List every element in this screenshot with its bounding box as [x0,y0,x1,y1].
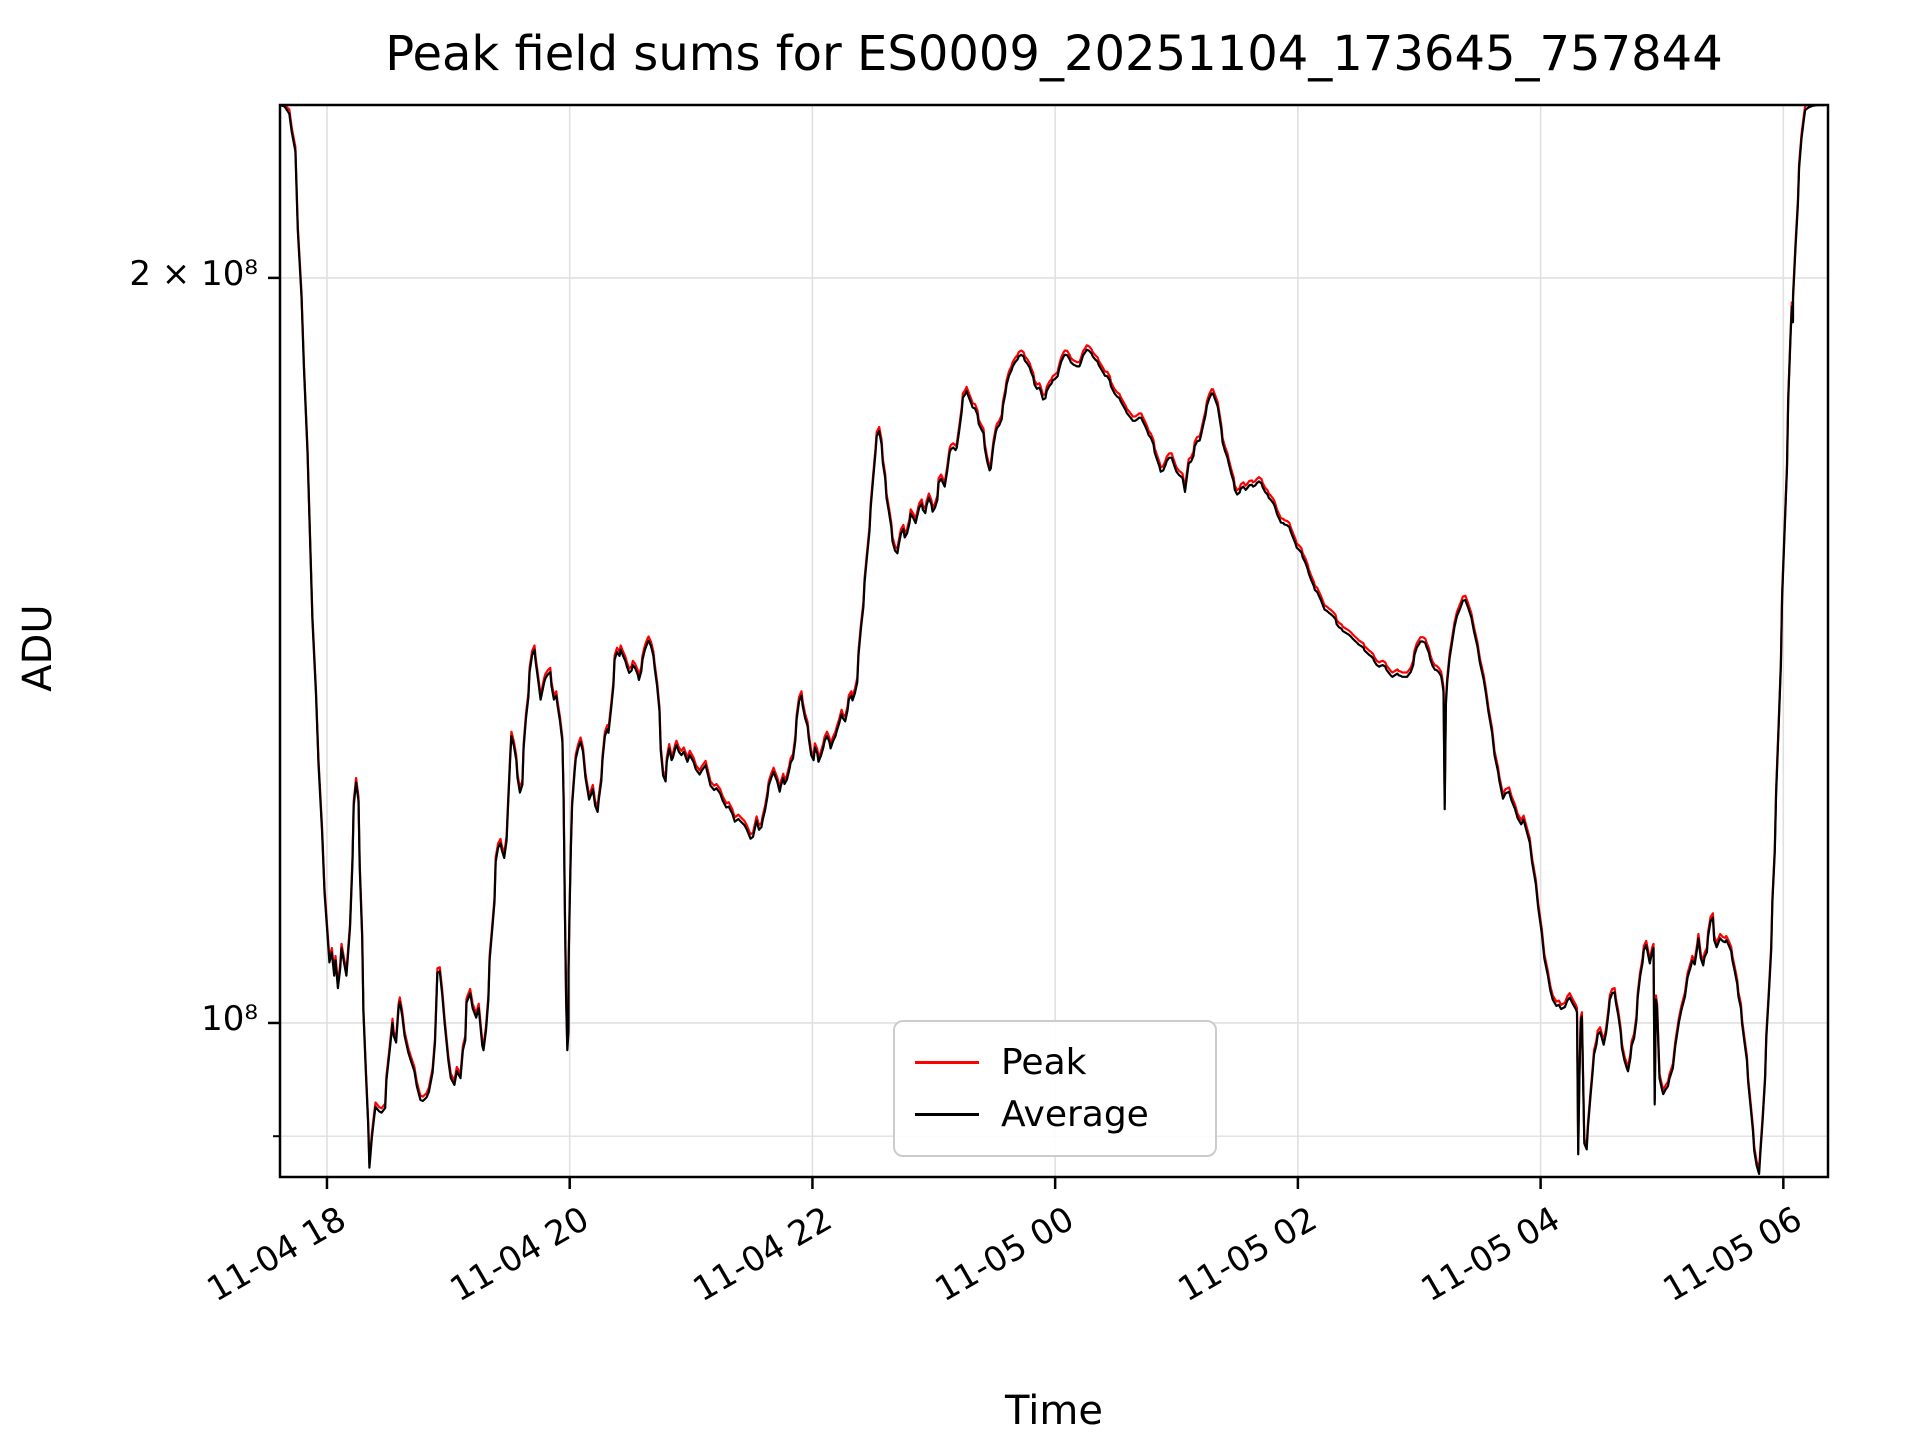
legend: Peak Average [893,1020,1217,1157]
y-tick-label: 10⁸ [201,998,258,1039]
legend-label-average: Average [1001,1094,1149,1136]
peak-line-swatch [915,1060,979,1064]
axes-spines [278,103,1830,1179]
legend-label-peak: Peak [1001,1041,1087,1083]
average-line-swatch [915,1113,979,1117]
y-tick-label: 2 × 10⁸ [129,253,258,294]
legend-entry-average: Average [915,1094,1195,1135]
x-axis-label: Time [1005,1388,1103,1434]
series-line-peak [279,103,1825,1171]
legend-entry-peak: Peak [915,1042,1195,1083]
chart-title: Peak field sums for ES0009_20251104_1736… [385,26,1723,82]
y-axis-label: ADU [15,604,61,692]
series-line-average [279,103,1825,1175]
